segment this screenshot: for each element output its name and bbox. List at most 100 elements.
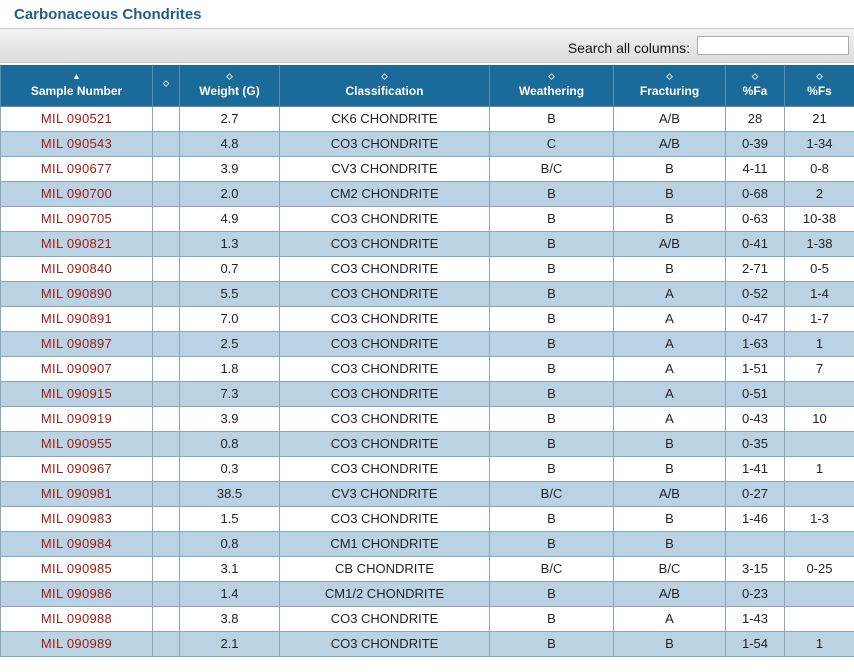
sample-link[interactable]: MIL 090983 [40, 511, 113, 526]
sample-link[interactable]: MIL 090705 [40, 211, 113, 226]
cell-weathering: B [489, 255, 614, 282]
table-row: MIL 090705 4.9 CO3 CHONDRITE B B 0-63 10-38 [0, 205, 854, 232]
cell-fs: 1-38 [784, 230, 854, 257]
cell-blank [152, 330, 180, 357]
table-row: MIL 090989 2.1 CO3 CHONDRITE B B 1-54 1 [0, 630, 854, 657]
sort-ascending-icon: ▲ [72, 71, 81, 82]
sample-link[interactable]: MIL 090915 [40, 386, 113, 401]
cell-fa: 0-43 [725, 405, 785, 432]
cell-sample-number: MIL 090967 [0, 455, 153, 482]
column-header-fracturing[interactable]: ⬦ Fracturing [613, 65, 726, 107]
cell-sample-number: MIL 090897 [0, 330, 153, 357]
cell-fs: 21 [784, 105, 854, 132]
cell-weight: 3.9 [179, 155, 280, 182]
cell-fs [784, 530, 854, 557]
sample-link[interactable]: MIL 090985 [40, 561, 113, 576]
sample-link[interactable]: MIL 090521 [40, 111, 113, 126]
cell-fa: 0-41 [725, 230, 785, 257]
column-header-label: Fracturing [639, 84, 700, 99]
cell-weathering: B [489, 605, 614, 632]
column-header-classification[interactable]: ⬦ Classification [279, 65, 490, 107]
cell-classification: CO3 CHONDRITE [279, 405, 490, 432]
column-header-blank[interactable]: ⬦ [152, 65, 180, 107]
cell-blank [152, 105, 180, 132]
sample-link[interactable]: MIL 090821 [40, 236, 113, 251]
column-header-fa[interactable]: ⬦ %Fa [725, 65, 785, 107]
sample-link[interactable]: MIL 090897 [40, 336, 113, 351]
sample-link[interactable]: MIL 090986 [40, 586, 113, 601]
column-header-weight[interactable]: ⬦ Weight (G) [179, 65, 280, 107]
cell-weathering: B [489, 405, 614, 432]
cell-blank [152, 280, 180, 307]
cell-fs: 1-7 [784, 305, 854, 332]
search-label: Search all columns: [567, 40, 690, 56]
cell-weathering: B [489, 205, 614, 232]
cell-fracturing: B/C [613, 555, 726, 582]
cell-weight: 2.1 [179, 630, 280, 657]
cell-fracturing: A/B [613, 230, 726, 257]
sample-link[interactable]: MIL 090907 [40, 361, 113, 376]
cell-classification: CO3 CHONDRITE [279, 455, 490, 482]
cell-weight: 2.5 [179, 330, 280, 357]
sample-link[interactable]: MIL 090955 [40, 436, 113, 451]
sample-link[interactable]: MIL 090981 [40, 486, 113, 501]
table-body: MIL 090521 2.7 CK6 CHONDRITE B A/B 28 21 MIL 09… [0, 105, 854, 657]
column-header-label: Sample Number [30, 84, 123, 99]
column-header-label: %Fa [742, 84, 768, 99]
cell-weathering: B [489, 305, 614, 332]
cell-weathering: B [489, 355, 614, 382]
table-row: MIL 090984 0.8 CM1 CHONDRITE B B [0, 530, 854, 557]
cell-fa: 0-35 [725, 430, 785, 457]
cell-classification: CO3 CHONDRITE [279, 280, 490, 307]
search-input[interactable] [697, 36, 849, 55]
cell-fa: 0-47 [725, 305, 785, 332]
cell-fracturing: B [613, 205, 726, 232]
cell-weathering: B [489, 530, 614, 557]
cell-classification: CO3 CHONDRITE [279, 205, 490, 232]
sample-link[interactable]: MIL 090989 [40, 636, 113, 651]
table-row: MIL 090677 3.9 CV3 CHONDRITE B/C B 4-11 0-8 [0, 155, 854, 182]
cell-fracturing: B [613, 430, 726, 457]
cell-sample-number: MIL 090700 [0, 180, 153, 207]
cell-weathering: B [489, 505, 614, 532]
sample-link[interactable]: MIL 090891 [40, 311, 113, 326]
column-header-fs[interactable]: ⬦ %Fs [784, 65, 854, 107]
sample-link[interactable]: MIL 090840 [40, 261, 113, 276]
table-row: MIL 090983 1.5 CO3 CHONDRITE B B 1-46 1-3 [0, 505, 854, 532]
cell-fs: 0-5 [784, 255, 854, 282]
sample-link[interactable]: MIL 090890 [40, 286, 113, 301]
table-row: MIL 090985 3.1 CB CHONDRITE B/C B/C 3-15 0-25 [0, 555, 854, 582]
cell-fs: 1 [784, 630, 854, 657]
cell-weight: 7.3 [179, 380, 280, 407]
cell-blank [152, 555, 180, 582]
sample-link[interactable]: MIL 090967 [40, 461, 113, 476]
table-row: MIL 090840 0.7 CO3 CHONDRITE B B 2-71 0-5 [0, 255, 854, 282]
table-row: MIL 090986 1.4 CM1/2 CHONDRITE B A/B 0-23 [0, 580, 854, 607]
cell-blank [152, 430, 180, 457]
cell-sample-number: MIL 090543 [0, 130, 153, 157]
sample-link[interactable]: MIL 090700 [40, 186, 113, 201]
sample-link[interactable]: MIL 090919 [40, 411, 113, 426]
cell-fs: 1-34 [784, 130, 854, 157]
sample-link[interactable]: MIL 090984 [40, 536, 113, 551]
sample-link[interactable]: MIL 090988 [40, 611, 113, 626]
cell-blank [152, 630, 180, 657]
cell-fa [725, 530, 785, 557]
column-header-sample-number[interactable]: ▲ Sample Number [0, 65, 153, 107]
cell-sample-number: MIL 090983 [0, 505, 153, 532]
cell-classification: CM2 CHONDRITE [279, 180, 490, 207]
sample-link[interactable]: MIL 090543 [40, 136, 113, 151]
column-header-weathering[interactable]: ⬦ Weathering [489, 65, 614, 107]
cell-blank [152, 580, 180, 607]
cell-sample-number: MIL 090989 [0, 630, 153, 657]
cell-blank [152, 155, 180, 182]
cell-classification: CM1 CHONDRITE [279, 530, 490, 557]
column-header-label: Classification [345, 84, 424, 99]
cell-fa: 1-54 [725, 630, 785, 657]
cell-sample-number: MIL 090821 [0, 230, 153, 257]
cell-fa: 28 [725, 105, 785, 132]
table-row: MIL 090890 5.5 CO3 CHONDRITE B A 0-52 1-4 [0, 280, 854, 307]
cell-weathering: B [489, 630, 614, 657]
cell-weathering: B [489, 430, 614, 457]
sample-link[interactable]: MIL 090677 [40, 161, 113, 176]
